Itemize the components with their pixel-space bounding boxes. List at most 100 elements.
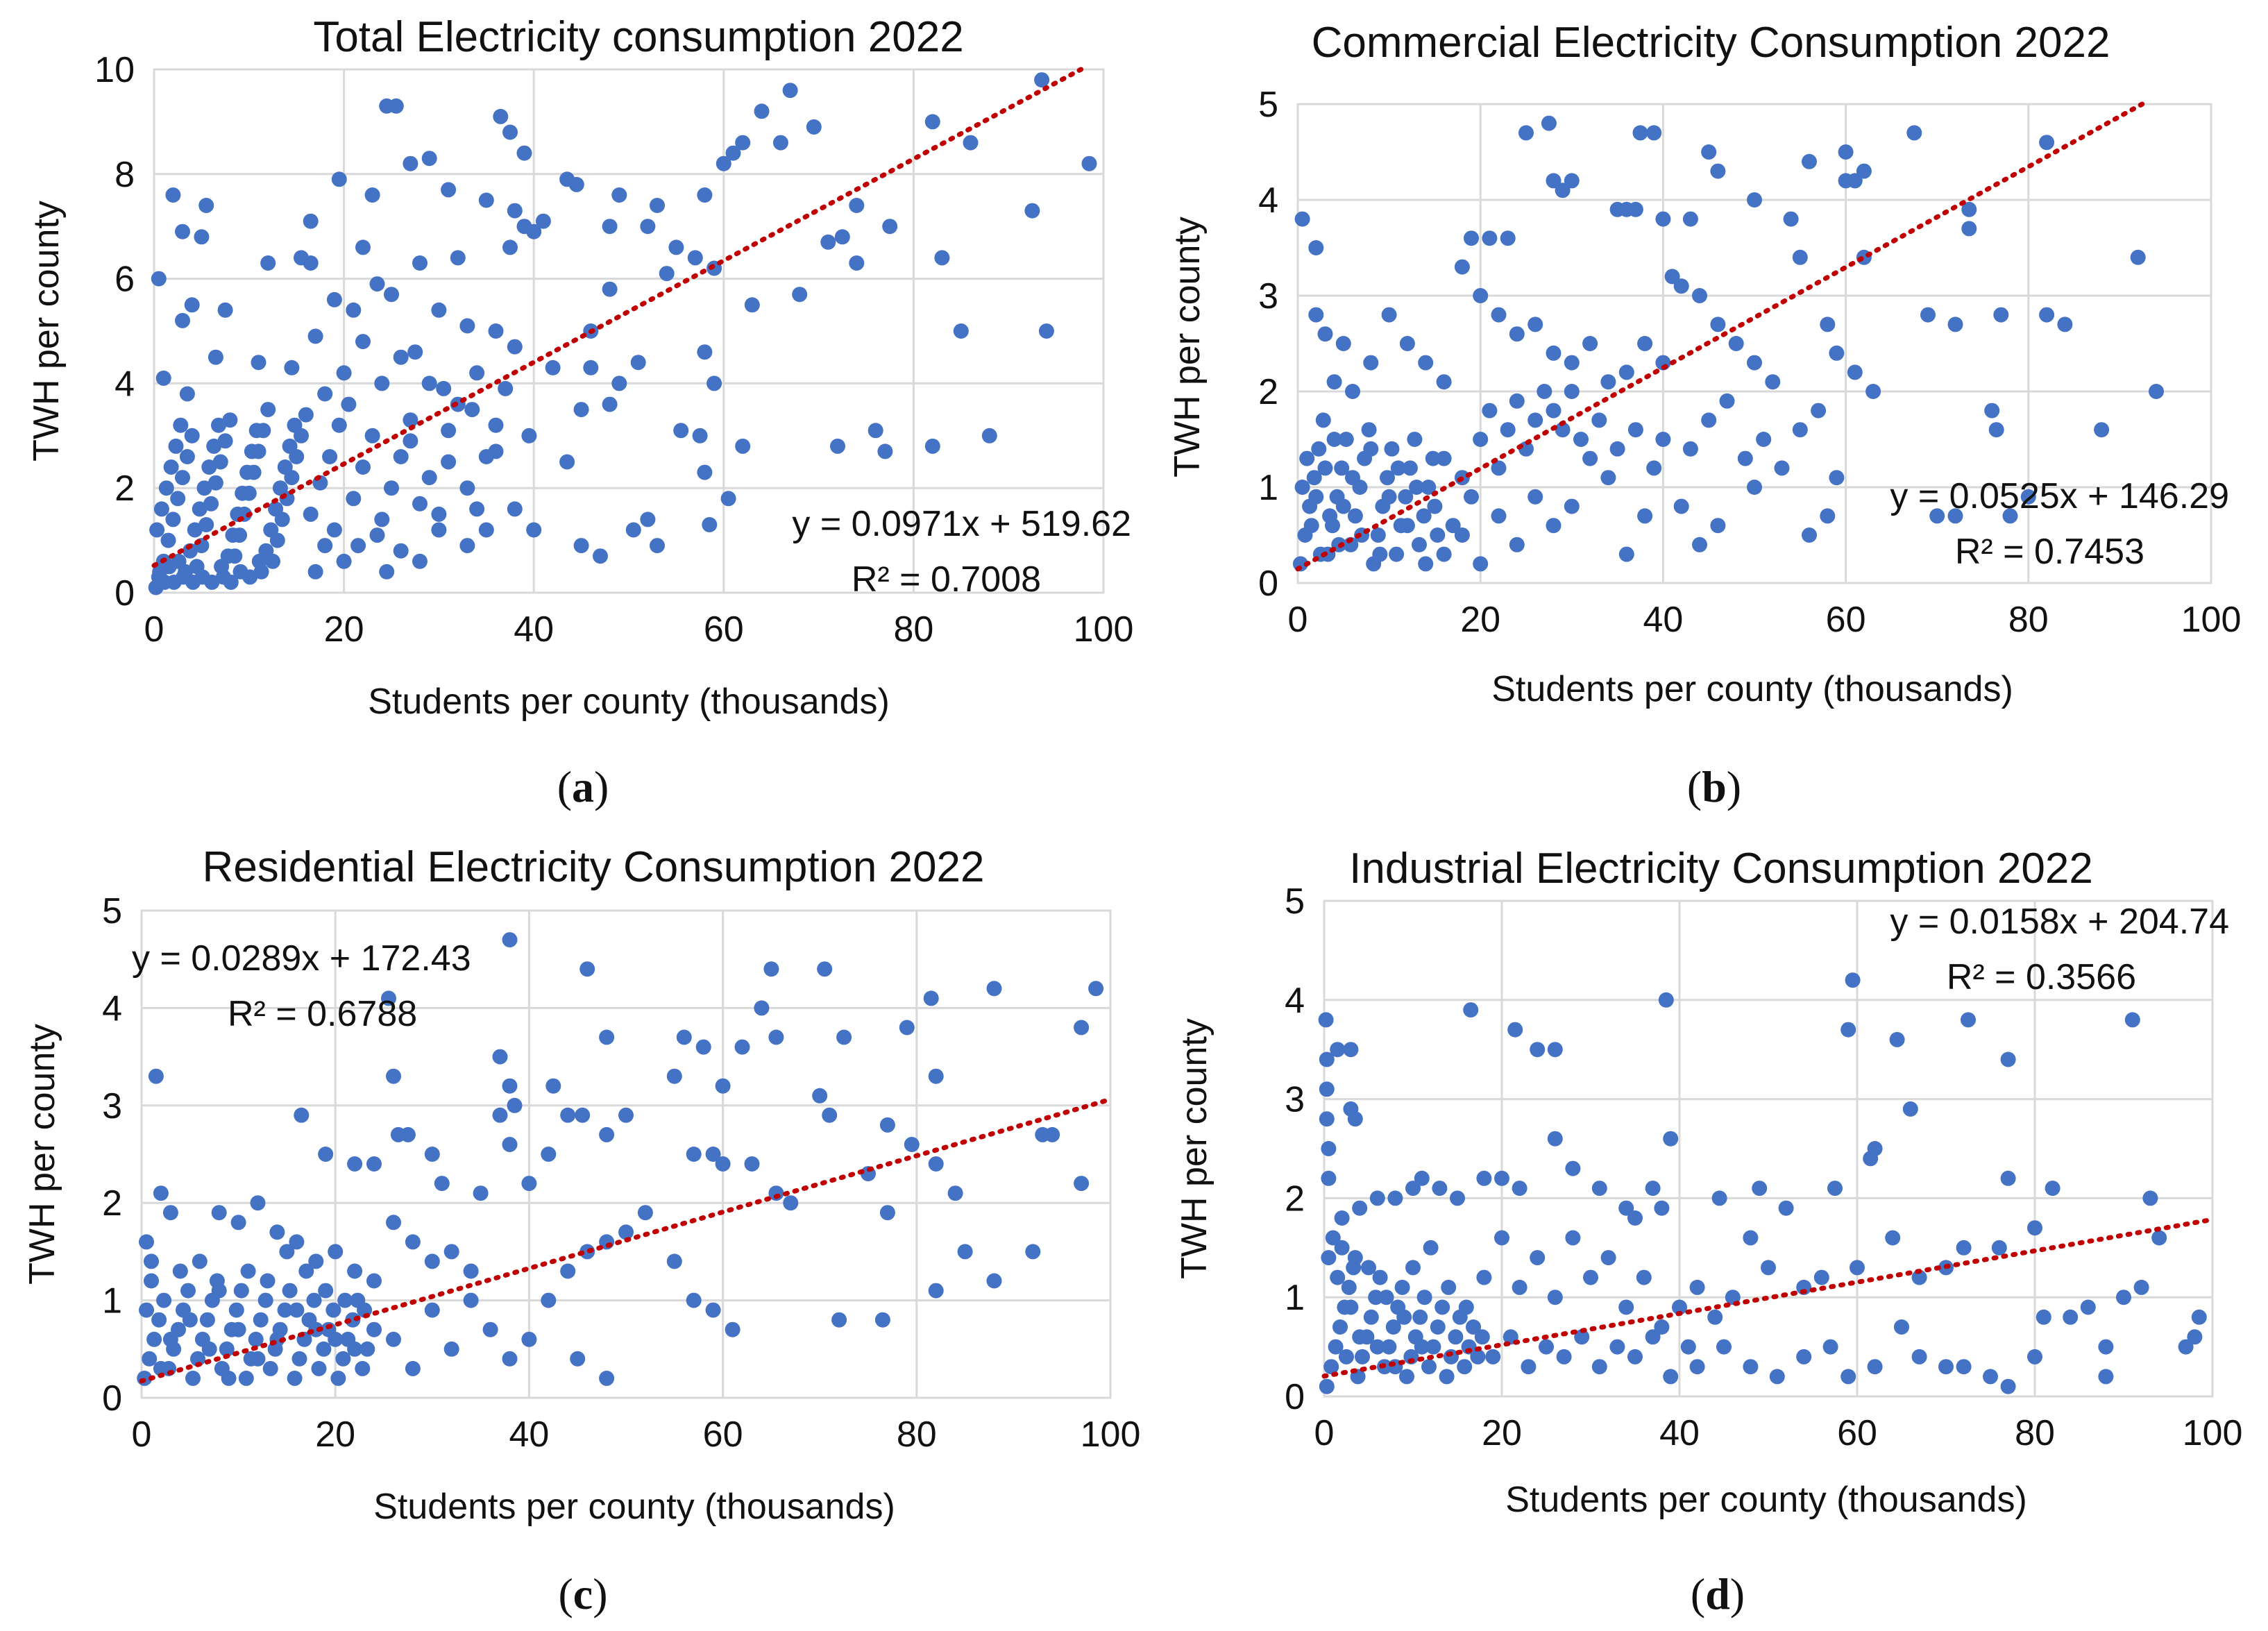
data-point-c-151 (139, 1302, 154, 1318)
data-point-b-89 (1308, 307, 1324, 323)
data-point-a-214 (431, 506, 447, 522)
trendline-r2-a: R² = 0.7008 (852, 559, 1041, 600)
data-point-a-159 (168, 438, 184, 454)
data-point-c-101 (162, 1205, 178, 1221)
panel-caption-c: (c) (558, 1569, 607, 1619)
data-point-b-22 (1682, 211, 1698, 227)
data-point-a-164 (192, 501, 208, 517)
data-point-a-219 (478, 449, 494, 464)
plot-frame-b (1296, 103, 2212, 584)
data-point-a-55 (175, 312, 190, 328)
data-point-c-60 (957, 1244, 973, 1260)
data-point-c-90 (289, 1234, 305, 1250)
data-point-d-97 (1743, 1359, 1759, 1375)
data-point-b-17 (1564, 173, 1580, 189)
data-point-a-108 (640, 512, 656, 527)
data-point-b-16 (1555, 183, 1571, 198)
data-point-a-163 (187, 522, 203, 538)
data-point-a-215 (441, 454, 457, 470)
data-point-b-76 (1655, 432, 1671, 447)
data-point-b-49 (1747, 355, 1762, 371)
data-point-c-175 (366, 1321, 382, 1337)
data-point-b-118 (1380, 470, 1395, 486)
data-point-a-20 (716, 155, 731, 171)
data-point-d-131 (1435, 1299, 1450, 1315)
data-point-d-26 (1663, 1131, 1679, 1147)
data-point-c-23 (986, 981, 1002, 997)
data-point-b-176 (1811, 403, 1827, 419)
data-point-d-1 (1319, 1051, 1335, 1067)
data-point-d-78 (1441, 1279, 1457, 1295)
y-tick-label-b-5: 5 (1258, 85, 1278, 125)
data-point-b-91 (1335, 336, 1351, 351)
data-point-b-142 (1363, 441, 1379, 457)
data-point-d-65 (1672, 1299, 1687, 1315)
data-point-a-113 (526, 522, 542, 538)
data-point-d-117 (1372, 1269, 1388, 1285)
data-point-d-147 (1347, 1250, 1363, 1266)
y-tick-label-c-2: 2 (102, 1183, 122, 1224)
data-point-d-60 (1761, 1260, 1776, 1276)
data-point-c-9 (676, 1029, 692, 1045)
data-point-b-35 (1509, 326, 1525, 342)
data-point-d-23 (1752, 1181, 1768, 1197)
y-tick-label-c-1: 1 (102, 1281, 122, 1321)
data-point-a-229 (436, 380, 452, 396)
data-point-c-133 (277, 1302, 293, 1318)
data-point-a-99 (735, 438, 751, 454)
data-point-b-95 (1381, 307, 1397, 323)
data-point-a-91 (692, 428, 708, 443)
data-point-a-96 (403, 433, 418, 449)
panel-a: Total Electricity consumption 2022 0 20 40… (26, 13, 1133, 811)
data-point-a-12 (1081, 155, 1097, 171)
data-point-d-115 (1363, 1309, 1379, 1325)
x-tick-label-c-1: 20 (315, 1414, 355, 1455)
panel-b: Commercial Electricity Consumption 2022 … (1167, 19, 2241, 811)
data-point-d-102 (2178, 1339, 2194, 1355)
data-point-a-105 (697, 464, 713, 480)
data-point-b-11 (1906, 125, 1922, 141)
data-point-c-38 (473, 1185, 489, 1201)
data-point-a-211 (403, 412, 418, 428)
data-point-c-103 (144, 1253, 159, 1269)
data-point-b-40 (1600, 374, 1616, 390)
data-point-a-26 (1024, 203, 1040, 219)
data-point-a-61 (384, 287, 399, 303)
data-point-d-56 (1885, 1230, 1901, 1246)
data-point-a-63 (459, 318, 475, 334)
data-point-a-117 (431, 522, 447, 538)
data-point-d-3 (1343, 1042, 1359, 1058)
data-point-c-105 (142, 1351, 158, 1367)
x-axis-label-a: Students per county (thousands) (368, 682, 890, 722)
data-point-c-70 (637, 1205, 653, 1221)
data-point-d-38 (1432, 1181, 1448, 1197)
data-point-c-30 (294, 1107, 310, 1123)
data-point-a-210 (393, 449, 409, 464)
x-tick-label-d-4: 80 (2015, 1413, 2055, 1453)
data-point-c-4 (763, 961, 779, 977)
data-point-c-31 (318, 1147, 334, 1162)
data-point-b-136 (1322, 508, 1338, 524)
data-point-d-160 (1556, 1349, 1572, 1364)
y-tick-label-b-2: 2 (1258, 372, 1278, 412)
data-point-a-50 (303, 255, 319, 271)
data-point-c-61 (928, 1283, 944, 1299)
data-point-b-23 (1747, 192, 1762, 208)
data-point-b-5 (1646, 125, 1662, 141)
data-point-c-144 (330, 1370, 346, 1386)
data-point-b-143 (1372, 546, 1388, 562)
data-point-c-113 (180, 1283, 196, 1299)
data-point-d-134 (1448, 1329, 1464, 1345)
data-point-d-123 (1399, 1369, 1414, 1385)
y-tick-label-d-0: 0 (1285, 1377, 1305, 1417)
data-point-d-30 (1627, 1210, 1643, 1226)
data-point-c-154 (162, 1331, 178, 1347)
data-point-b-0 (1294, 211, 1310, 227)
data-point-a-87 (630, 355, 646, 371)
data-point-b-135 (1317, 460, 1333, 476)
data-point-a-17 (640, 219, 656, 235)
data-point-a-180 (268, 501, 284, 517)
x-tick-label-c-4: 80 (897, 1414, 937, 1455)
data-point-a-195 (214, 559, 230, 575)
